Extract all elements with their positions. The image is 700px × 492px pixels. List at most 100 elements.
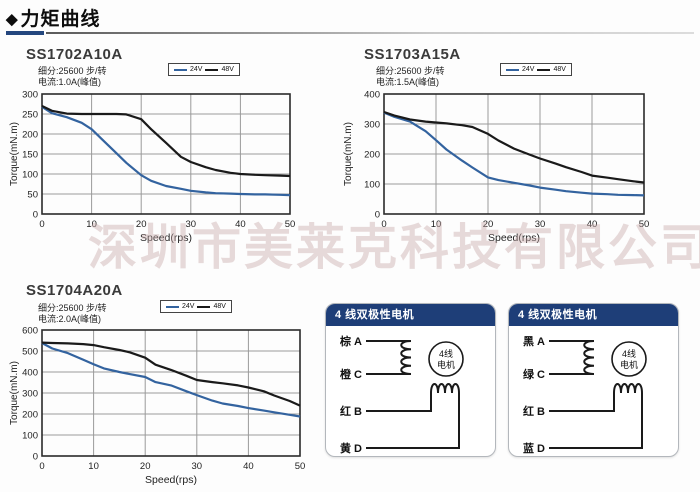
- svg-text:500: 500: [22, 347, 38, 358]
- svg-text:50: 50: [295, 461, 306, 472]
- svg-text:40: 40: [235, 219, 246, 230]
- chart-info-line: 电流:1.0A(峰值): [38, 77, 102, 87]
- terminal-label-c: 绿 C: [523, 367, 545, 381]
- phase-coil-ac: [583, 340, 595, 375]
- chart-block-ss1704a20a: SS1704A20A 细分:25600 步/转 电流:2.0A(峰值) 24V …: [8, 282, 308, 492]
- svg-text:0: 0: [39, 219, 44, 230]
- svg-text:30: 30: [192, 461, 203, 472]
- legend-swatch-48v: [537, 68, 551, 71]
- chart-info-line: 电流:2.0A(峰值): [38, 314, 102, 324]
- terminal-label-a: 黑 A: [523, 335, 545, 348]
- chart-info-line: 细分:25600 步/转: [376, 66, 445, 76]
- title-underline: [46, 32, 694, 34]
- svg-text:400: 400: [22, 368, 38, 379]
- torque-plot-ss1702a10a: 0 10 20 30 40 50 0 50 100 150 200 250 300 Speed(rps) T…: [9, 90, 296, 245]
- svg-text:150: 150: [22, 150, 38, 161]
- svg-text:200: 200: [364, 150, 380, 161]
- legend-swatch-24v: [174, 68, 187, 71]
- svg-text:0: 0: [375, 210, 380, 221]
- svg-text:Speed(rps): Speed(rps): [140, 232, 192, 244]
- legend-swatch-48v: [197, 305, 211, 308]
- svg-text:10: 10: [86, 219, 97, 230]
- phase-coil-bd: [613, 383, 643, 394]
- torque-plot-ss1703a15a: 0 10 20 30 40 50 0 100 200 300 400 Speed(rps) Torque…: [343, 90, 650, 245]
- chart-title: SS1702A10A: [26, 46, 123, 63]
- page-title-text: 力矩曲线: [20, 9, 101, 30]
- wiring-diagram: 棕 A 橙 C 红 B 黄 D 4线 电机: [339, 334, 464, 455]
- motor-label-line2: 电机: [620, 359, 638, 370]
- svg-text:100: 100: [22, 431, 38, 442]
- page-title: ◆ 力矩曲线: [6, 4, 101, 31]
- legend-label-24v: 24V: [182, 303, 195, 310]
- svg-text:0: 0: [33, 452, 38, 463]
- chart-info: 细分:25600 步/转 电流:2.0A(峰值): [38, 303, 107, 325]
- legend-label-24v: 24V: [522, 66, 535, 73]
- chart-info-line: 电流:1.5A(峰值): [376, 77, 440, 87]
- terminal-label-d: 黄 D: [340, 441, 362, 455]
- terminal-label-d: 蓝 D: [523, 441, 545, 455]
- motor-circle: [428, 341, 464, 377]
- chart-title: SS1703A15A: [364, 46, 461, 63]
- chart-legend: 24V 48V: [160, 300, 232, 313]
- svg-text:300: 300: [22, 389, 38, 400]
- svg-text:100: 100: [364, 180, 380, 191]
- svg-text:20: 20: [140, 461, 151, 472]
- svg-text:50: 50: [639, 219, 650, 230]
- svg-text:50: 50: [285, 219, 296, 230]
- legend-label-24v: 24V: [190, 66, 203, 73]
- svg-text:20: 20: [483, 219, 494, 230]
- svg-text:Torque(mN.m): Torque(mN.m): [343, 122, 354, 186]
- chart-block-ss1702a10a: SS1702A10A 细分:25600 步/转 电流:1.0A(峰值) 24V …: [8, 46, 308, 251]
- svg-text:200: 200: [22, 410, 38, 421]
- motor-label-line2: 电机: [437, 359, 455, 370]
- svg-text:0: 0: [381, 219, 386, 230]
- svg-text:0: 0: [33, 210, 38, 221]
- svg-text:50: 50: [27, 190, 38, 201]
- legend-swatch-24v: [166, 305, 179, 308]
- svg-text:600: 600: [22, 326, 38, 337]
- svg-text:Speed(rps): Speed(rps): [488, 232, 540, 244]
- terminal-label-a: 棕 A: [339, 334, 362, 348]
- svg-text:30: 30: [186, 219, 197, 230]
- diamond-icon: ◆: [6, 11, 19, 28]
- svg-text:300: 300: [22, 90, 38, 101]
- legend-swatch-24v: [506, 68, 519, 71]
- svg-text:0: 0: [39, 461, 44, 472]
- svg-text:Speed(rps): Speed(rps): [145, 474, 197, 486]
- chart-legend: 24V 48V: [168, 63, 240, 76]
- wire-d: [366, 393, 460, 449]
- wiring-card-bipolar-2: 4 线双极性电机 黑 A 绿 C 红 B 蓝 D 4线 电机: [508, 303, 679, 457]
- svg-text:200: 200: [22, 130, 38, 141]
- motor-label-line1: 4线: [439, 348, 453, 359]
- legend-swatch-48v: [205, 68, 219, 71]
- terminal-label-b: 红 B: [340, 404, 362, 418]
- svg-text:40: 40: [587, 219, 598, 230]
- chart-info: 细分:25600 步/转 电流:1.5A(峰值): [376, 66, 445, 88]
- svg-text:10: 10: [431, 219, 442, 230]
- svg-text:20: 20: [136, 219, 147, 230]
- title-underline-accent: [6, 31, 44, 35]
- motor-label-line1: 4线: [622, 348, 636, 359]
- phase-coil-ac: [400, 340, 412, 375]
- svg-text:30: 30: [535, 219, 546, 230]
- wire-b: [549, 393, 615, 412]
- torque-plot-ss1704a20a: 0 10 20 30 40 500100200300400500600Speed(rps)…: [9, 326, 306, 486]
- terminal-label-c: 橙 C: [340, 367, 362, 381]
- terminal-label-b: 红 B: [523, 404, 545, 418]
- svg-text:Torque(mN.m): Torque(mN.m): [9, 361, 20, 425]
- chart-legend: 24V 48V: [500, 63, 572, 76]
- chart-info: 细分:25600 步/转 电流:1.0A(峰值): [38, 66, 107, 88]
- svg-text:40: 40: [243, 461, 254, 472]
- wire-d: [549, 393, 643, 449]
- legend-label-48v: 48V: [221, 66, 234, 73]
- wire-b: [366, 393, 432, 412]
- svg-text:400: 400: [364, 90, 380, 101]
- chart-info-line: 细分:25600 步/转: [38, 66, 107, 76]
- motor-circle: [611, 341, 647, 377]
- chart-info-line: 细分:25600 步/转: [38, 303, 107, 313]
- svg-text:Torque(mN.m): Torque(mN.m): [9, 122, 20, 186]
- phase-coil-bd: [430, 383, 460, 394]
- chart-block-ss1703a15a: SS1703A15A 细分:25600 步/转 电流:1.5A(峰值) 24V …: [342, 46, 660, 251]
- wiring-card-header: 4 线双极性电机: [326, 304, 495, 326]
- legend-label-48v: 48V: [213, 303, 226, 310]
